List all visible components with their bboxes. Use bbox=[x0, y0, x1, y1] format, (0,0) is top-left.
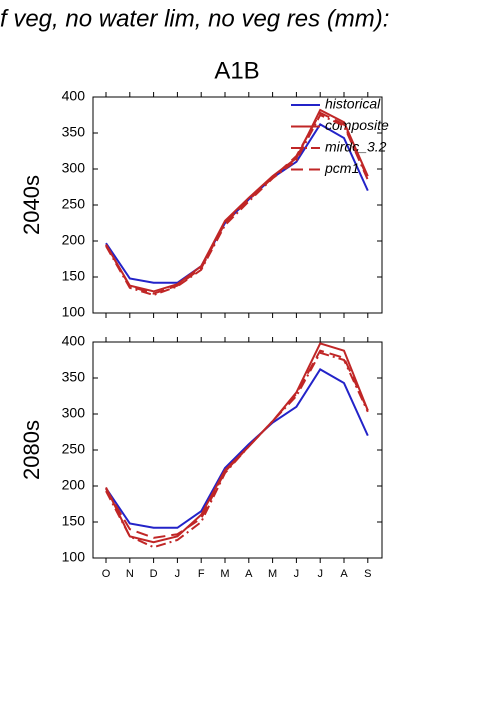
legend-label: pcm1 bbox=[324, 160, 359, 176]
y-tick-label: 400 bbox=[62, 333, 86, 349]
y-tick-label: 100 bbox=[62, 304, 86, 320]
series-line bbox=[105, 108, 369, 293]
series-line bbox=[105, 123, 369, 284]
legend-label: historical bbox=[325, 96, 381, 112]
y-tick-label: 100 bbox=[62, 549, 86, 565]
y-tick-label: 200 bbox=[62, 477, 86, 493]
x-tick-label: A bbox=[340, 568, 348, 580]
series-line bbox=[105, 351, 369, 549]
legend-label: mirdc_3.2 bbox=[325, 139, 387, 155]
y-tick-label: 150 bbox=[62, 268, 86, 284]
x-tick-label: J bbox=[317, 568, 323, 580]
chart-subtitle: A1B bbox=[214, 57, 259, 84]
x-tick-label: M bbox=[268, 568, 277, 580]
x-tick-label: D bbox=[150, 568, 158, 580]
y-tick-label: 350 bbox=[62, 369, 86, 385]
y-tick-label: 350 bbox=[62, 124, 86, 140]
y-tick-label: 200 bbox=[62, 232, 86, 248]
series-line bbox=[105, 111, 369, 295]
x-tick-label: M bbox=[220, 568, 229, 580]
y-tick-label: 250 bbox=[62, 441, 86, 457]
series-line bbox=[105, 349, 369, 539]
x-tick-label: F bbox=[198, 568, 205, 580]
y-tick-label: 400 bbox=[62, 88, 86, 104]
y-tick-label: 250 bbox=[62, 196, 86, 212]
row-label: 2040s bbox=[19, 175, 44, 235]
y-tick-label: 300 bbox=[62, 160, 86, 176]
figure-title: f veg, no water lim, no veg res (mm): bbox=[0, 5, 389, 32]
x-tick-label: O bbox=[102, 568, 111, 580]
x-tick-label: A bbox=[245, 568, 253, 580]
x-tick-label: J bbox=[175, 568, 181, 580]
x-tick-label: S bbox=[364, 568, 371, 580]
x-tick-label: N bbox=[126, 568, 134, 580]
series-line bbox=[105, 113, 369, 297]
series-line bbox=[105, 368, 369, 529]
y-tick-label: 150 bbox=[62, 513, 86, 529]
row-label: 2080s bbox=[19, 420, 44, 480]
x-tick-label: J bbox=[294, 568, 300, 580]
legend-label: composite bbox=[325, 117, 389, 133]
y-tick-label: 300 bbox=[62, 405, 86, 421]
